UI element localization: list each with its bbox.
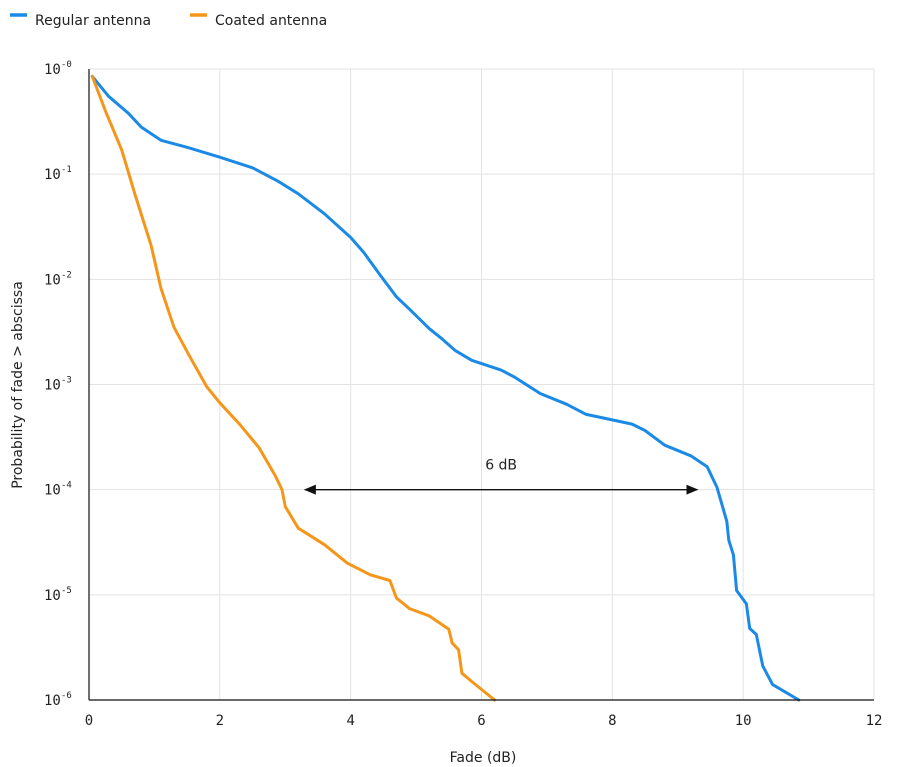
legend: Regular antenna Coated antenna	[10, 13, 327, 29]
x-tick-label: 2	[216, 713, 224, 729]
annotation: 6 dB	[303, 458, 699, 495]
y-tick-label: 10 -4	[44, 481, 72, 499]
y-tick-exponent: -1	[61, 165, 72, 175]
y-tick-base: 10	[44, 693, 61, 709]
y-tick-exponent: -4	[61, 481, 72, 491]
series-line-regular-antenna	[90, 74, 801, 702]
y-tick-label: 10 -6	[44, 691, 72, 709]
y-tick-exponent: -6	[61, 691, 72, 701]
y-tick-base: 10	[44, 483, 61, 499]
y-tick-base: 10	[44, 378, 61, 394]
x-tick-label: 10	[735, 713, 752, 729]
y-tick-label: 10 -1	[44, 165, 72, 183]
y-tick-label: 10 -2	[44, 270, 72, 288]
series-lines	[90, 74, 801, 702]
series-line-coated-antenna	[90, 74, 497, 702]
x-tick-label: 8	[608, 713, 616, 729]
y-tick-label: 10 -3	[44, 376, 72, 394]
x-tick-label: 6	[477, 713, 485, 729]
y-tick-base: 10	[44, 167, 61, 183]
y-tick-exponent: -2	[61, 270, 72, 280]
annotation-label: 6 dB	[485, 458, 517, 474]
x-tick-label: 0	[85, 713, 93, 729]
legend-label-coated: Coated antenna	[215, 13, 327, 29]
y-tick-label: 10 -0	[44, 60, 72, 78]
y-tick-exponent: -5	[61, 586, 72, 596]
y-tick-exponent: -0	[61, 60, 72, 70]
y-tick-label: 10 -5	[44, 586, 72, 604]
x-tick-label: 4	[346, 713, 354, 729]
y-tick-exponent: -3	[61, 376, 72, 386]
legend-label-regular: Regular antenna	[35, 13, 151, 29]
y-tick-base: 10	[44, 588, 61, 604]
x-tick-label: 12	[866, 713, 883, 729]
y-tick-base: 10	[44, 62, 61, 78]
y-axis-title: Probability of fade > abscissa	[10, 281, 26, 489]
y-tick-base: 10	[44, 272, 61, 288]
x-axis-title: Fade (dB)	[450, 750, 517, 766]
